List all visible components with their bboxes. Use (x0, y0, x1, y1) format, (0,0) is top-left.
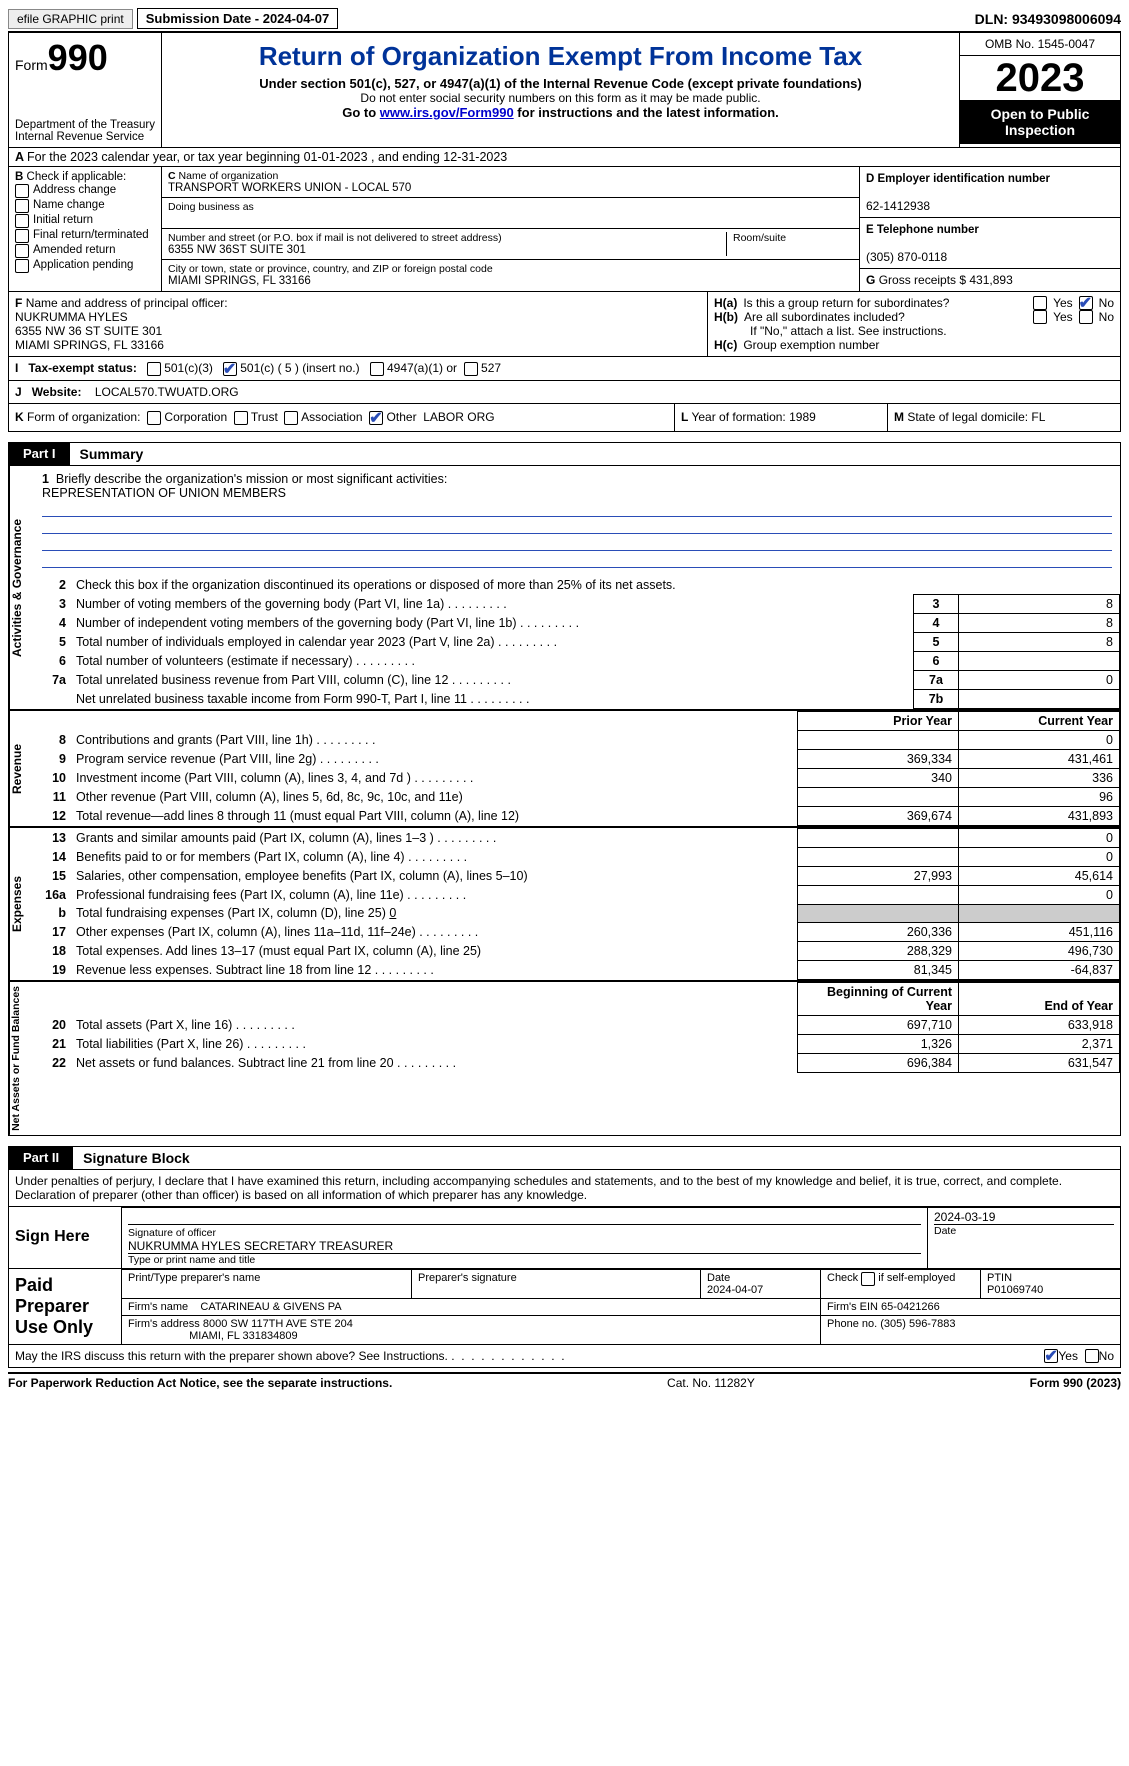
row-j: J Website: LOCAL570.TWUATD.ORG (8, 381, 1121, 404)
state-domicile: FL (1031, 410, 1045, 424)
submission-date: Submission Date - 2024-04-07 (137, 8, 339, 29)
chk-corp[interactable] (147, 411, 161, 425)
tax-year: 2023 (960, 56, 1120, 100)
ein: 62-1412938 (866, 199, 930, 213)
irs-link[interactable]: www.irs.gov/Form990 (380, 105, 514, 120)
subtitle-1: Under section 501(c), 527, or 4947(a)(1)… (170, 76, 951, 91)
chk-amended[interactable] (15, 244, 29, 258)
form-header: Form990 Department of the Treasury Inter… (8, 33, 1121, 148)
v5: 8 (959, 632, 1120, 651)
form-title: Return of Organization Exempt From Incom… (170, 41, 951, 72)
row-a-taxyear: A For the 2023 calendar year, or tax yea… (8, 148, 1121, 167)
page-footer: For Paperwork Reduction Act Notice, see … (8, 1372, 1121, 1390)
subtitle-3: Go to www.irs.gov/Form990 for instructio… (170, 105, 951, 120)
block-bcdeg: B Check if applicable: Address change Na… (8, 167, 1121, 292)
chk-501c[interactable] (223, 362, 237, 376)
section-governance: Activities & Governance 1 Briefly descri… (8, 466, 1121, 710)
website: LOCAL570.TWUATD.ORG (95, 385, 239, 399)
street: 6355 NW 36ST SUITE 301 (168, 244, 306, 256)
ha-yes[interactable] (1033, 296, 1047, 310)
hb-yes[interactable] (1033, 310, 1047, 324)
signature-block: Under penalties of perjury, I declare th… (8, 1170, 1121, 1368)
chk-self-employed[interactable] (861, 1272, 875, 1286)
phone: (305) 870-0118 (866, 250, 947, 264)
v3: 8 (959, 594, 1120, 613)
ha-no[interactable] (1079, 296, 1093, 310)
chk-assoc[interactable] (284, 411, 298, 425)
year-formation: 1989 (789, 410, 816, 424)
dept-treasury: Department of the Treasury Internal Reve… (15, 119, 155, 143)
part1-header: Part I Summary (8, 442, 1121, 466)
ptin: P01069740 (987, 1284, 1043, 1296)
v6 (959, 651, 1120, 670)
chk-4947[interactable] (370, 362, 384, 376)
omb-number: OMB No. 1545-0047 (960, 33, 1120, 56)
section-expenses: Expenses 13Grants and similar amounts pa… (8, 827, 1121, 981)
officer-signature-name: NUKRUMMA HYLES SECRETARY TREASURER (128, 1239, 393, 1253)
row-klm: K Form of organization: Corporation Trus… (8, 404, 1121, 432)
form-number: Form990 (15, 37, 155, 79)
chk-initial-return[interactable] (15, 214, 29, 228)
sign-here-label: Sign Here (9, 1207, 122, 1268)
firm-name: CATARINEAU & GIVENS PA (200, 1301, 341, 1313)
firm-ein: 65-0421266 (881, 1301, 940, 1313)
chk-name-change[interactable] (15, 199, 29, 213)
chk-final-return[interactable] (15, 229, 29, 243)
officer-name: NUKRUMMA HYLES (15, 310, 128, 324)
chk-501c3[interactable] (147, 362, 161, 376)
section-netassets: Net Assets or Fund Balances Beginning of… (8, 981, 1121, 1136)
dln: DLN: 93493098006094 (975, 11, 1121, 27)
section-revenue: Revenue Prior YearCurrent Year 8Contribu… (8, 710, 1121, 827)
block-fh: F Name and address of principal officer:… (8, 292, 1121, 357)
paid-preparer-label: Paid Preparer Use Only (9, 1269, 122, 1344)
v4: 8 (959, 613, 1120, 632)
officer-date: 2024-03-19 (934, 1210, 995, 1224)
discuss-no[interactable] (1085, 1349, 1099, 1363)
part2-header: Part II Signature Block (8, 1146, 1121, 1170)
gross-receipts: Gross receipts $ 431,893 (879, 273, 1013, 287)
discuss-yes[interactable] (1044, 1349, 1058, 1363)
firm-phone: (305) 596-7883 (880, 1318, 955, 1330)
city: MIAMI SPRINGS, FL 33166 (168, 275, 311, 287)
open-to-public: Open to Public Inspection (960, 100, 1120, 144)
v7a: 0 (959, 670, 1120, 689)
chk-527[interactable] (464, 362, 478, 376)
chk-trust[interactable] (234, 411, 248, 425)
chk-other[interactable] (369, 411, 383, 425)
top-bar: efile GRAPHIC print Submission Date - 20… (8, 8, 1121, 33)
mission: REPRESENTATION OF UNION MEMBERS (42, 486, 286, 500)
chk-app-pending[interactable] (15, 259, 29, 273)
hb-no[interactable] (1079, 310, 1093, 324)
subtitle-2: Do not enter social security numbers on … (170, 91, 951, 105)
chk-address-change[interactable] (15, 184, 29, 198)
v7b (959, 689, 1120, 708)
prep-date: 2024-04-07 (707, 1284, 763, 1296)
row-i: I Tax-exempt status: 501(c)(3) 501(c) ( … (8, 357, 1121, 381)
efile-print-button[interactable]: efile GRAPHIC print (8, 9, 133, 29)
org-name: TRANSPORT WORKERS UNION - LOCAL 570 (168, 182, 411, 194)
